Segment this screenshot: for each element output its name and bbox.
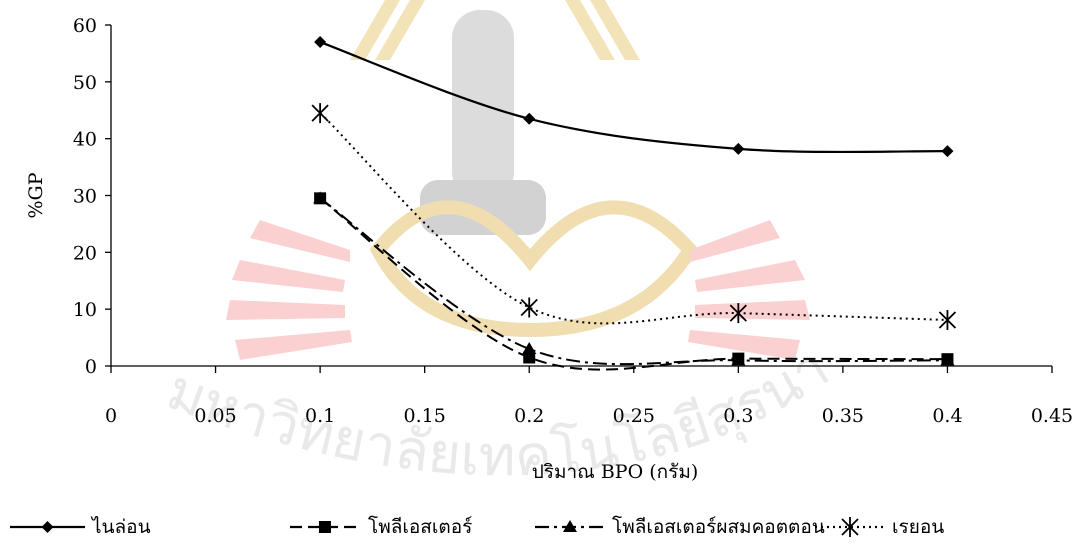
data-point-0-3 [941,145,954,158]
x-axis-title: ปริมาณ BPO (กรัม) [532,461,699,483]
legend-marker-3 [841,517,859,537]
x-tick-label: 0.45 [1031,405,1073,427]
data-point-2-3 [940,353,955,366]
data-point-2-2 [731,353,746,366]
legend-label-0: ไนล่อน [90,516,151,538]
legend: ไนล่อน โพลีเอสเตอร์ โพลีเอสเตอร์ผสมคอตตอน เ… [10,515,944,538]
data-point-1-1 [523,351,536,364]
legend-label-2: โพลีเอสเตอร์ผสมคอตตอน [612,515,825,538]
data-point-3-2 [729,303,747,324]
y-tick-label: 0 [85,356,97,378]
y-tick-label: 30 [73,186,97,208]
y-tick-label: 20 [73,242,97,264]
data-point-0-0 [314,36,327,49]
series-line-3 [319,112,948,325]
legend-label-3: เรยอน [892,516,944,538]
legend-marker-0 [41,521,54,533]
legend-label-1: โพลีเอสเตอร์ [368,515,472,538]
y-tick-label: 50 [73,72,97,94]
y-tick-label: 40 [73,129,97,151]
x-tick-label: 0 [105,405,117,427]
x-tick-label: 0.05 [194,405,236,427]
legend-marker-1 [319,521,331,533]
data-point-3-1 [520,297,538,318]
data-point-3-0 [311,103,329,124]
data-point-0-2 [732,142,745,155]
x-tick-label: 0.35 [822,405,864,427]
legend-marker-2 [563,520,577,532]
data-point-0-1 [523,112,536,125]
y-axis-title: %GP [25,172,47,218]
axes: 0 10 20 30 40 50 60 0 0.05 0.1 0.15 0.2 0.25 0.3 0.35 0… [25,15,1073,483]
series-line-1 [319,197,948,371]
x-tick-label: 0.4 [932,405,962,427]
data-point-3-3 [938,309,957,330]
data-point-2-0 [313,191,328,204]
x-tick-label: 0.15 [404,405,446,427]
x-tick-label: 0.3 [723,405,753,427]
y-tick-label: 60 [73,15,97,37]
y-tick-label: 10 [73,299,97,321]
data-point-2-1 [522,341,537,354]
x-tick-label: 0.2 [514,405,544,427]
series-line-0 [319,41,948,154]
plot-area [311,36,957,371]
x-tick-label: 0.25 [613,405,655,427]
x-tick-label: 0.1 [305,405,335,427]
